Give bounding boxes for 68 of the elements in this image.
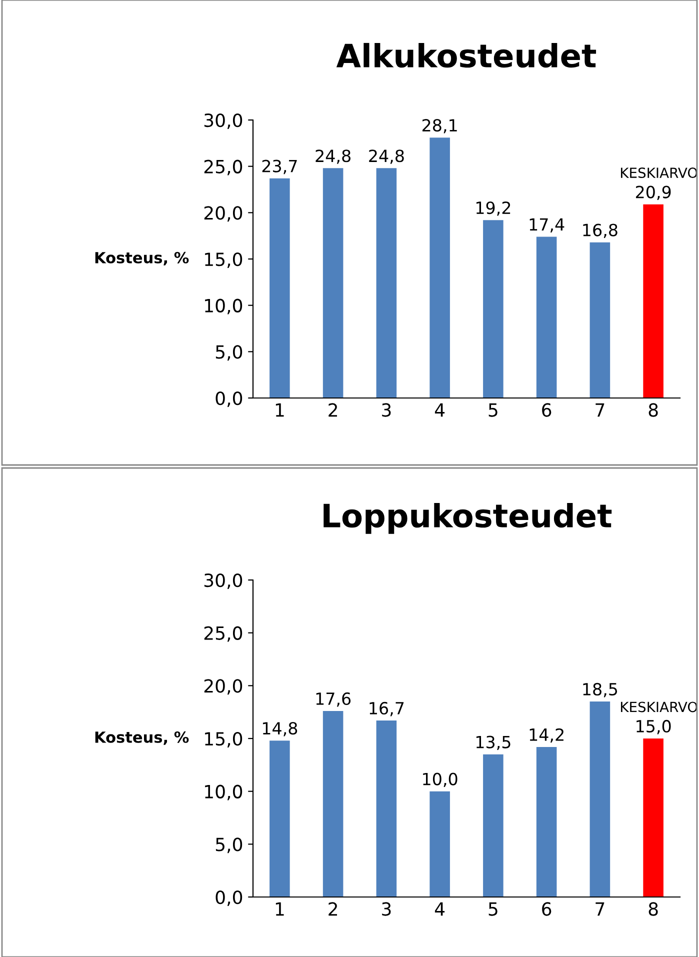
y-tick-label: 10,0 <box>205 784 242 800</box>
bar <box>483 220 504 398</box>
bar <box>536 236 557 398</box>
y-tick-label: 25,0 <box>204 626 242 642</box>
bar <box>270 178 290 398</box>
bar <box>590 242 610 398</box>
data-label: 14,2 <box>530 728 564 743</box>
bar <box>536 746 557 897</box>
x-tick-label: 4 <box>434 403 445 417</box>
y-tick-label: 15,0 <box>205 252 242 268</box>
x-tick-label: 3 <box>382 403 391 417</box>
x-tick-label: 1 <box>276 902 284 916</box>
x-tick-label: 5 <box>488 902 498 916</box>
x-tick-label: 4 <box>434 902 445 916</box>
data-label: 18,5 <box>583 682 618 698</box>
y-tick-label: 30,0 <box>204 113 242 129</box>
chart-title: Loppukosteudet <box>324 502 612 534</box>
y-tick-label: 20,0 <box>204 679 242 695</box>
data-label: 10,0 <box>423 772 458 788</box>
data-label: 28,1 <box>422 118 457 134</box>
data-label: 14,8 <box>262 722 298 736</box>
y-tick-label: 5,0 <box>216 838 242 854</box>
x-tick-label: 3 <box>382 902 391 916</box>
y-tick-label: 25,0 <box>204 160 242 176</box>
y-tick-label: 0,0 <box>216 391 242 407</box>
y-tick-label: 20,0 <box>204 206 242 222</box>
y-axis-title: Kosteus, % <box>95 731 189 745</box>
y-tick-label: 15,0 <box>205 732 242 748</box>
data-label: 17,6 <box>316 692 351 707</box>
data-label: 13,5 <box>476 736 510 750</box>
data-label: 24,8 <box>369 150 404 164</box>
data-label: 16,8 <box>583 224 618 238</box>
data-label: 20,9 <box>636 186 671 200</box>
bar <box>270 740 290 897</box>
data-label: 24,8 <box>316 150 350 164</box>
x-tick-label: 7 <box>596 403 604 417</box>
bar <box>322 711 344 897</box>
bar <box>643 738 664 897</box>
bar <box>643 204 664 398</box>
y-tick-label: 10,0 <box>205 298 242 314</box>
data-label: 15,0 <box>636 720 671 734</box>
bar <box>430 791 450 897</box>
x-tick-label: 8 <box>648 403 658 417</box>
x-tick-label: 5 <box>488 403 498 417</box>
bar <box>376 168 397 398</box>
bar <box>430 138 450 398</box>
y-tick-label: 0,0 <box>216 890 242 906</box>
bar <box>322 168 344 398</box>
bar <box>590 702 610 897</box>
y-tick-label: 30,0 <box>204 573 242 589</box>
x-tick-label: 8 <box>648 902 658 916</box>
y-axis-title: Kosteus, % <box>95 252 189 266</box>
data-label: 17,4 <box>530 218 564 232</box>
x-tick-label: 6 <box>542 403 552 417</box>
annotation: KESKIARVO <box>620 168 698 178</box>
x-tick-label: 2 <box>328 902 337 916</box>
data-label: 19,2 <box>476 201 510 216</box>
x-tick-label: 6 <box>542 902 552 916</box>
bar <box>483 754 504 897</box>
data-label: 16,7 <box>370 702 404 716</box>
x-tick-label: 1 <box>276 403 284 417</box>
bar <box>376 720 397 897</box>
y-tick-label: 5,0 <box>216 345 242 361</box>
x-tick-label: 7 <box>596 902 604 916</box>
chart-title: Alkukosteudet <box>336 42 596 68</box>
annotation: KESKIARVO <box>620 702 698 712</box>
data-label: 23,7 <box>262 160 297 174</box>
x-tick-label: 2 <box>328 403 337 417</box>
